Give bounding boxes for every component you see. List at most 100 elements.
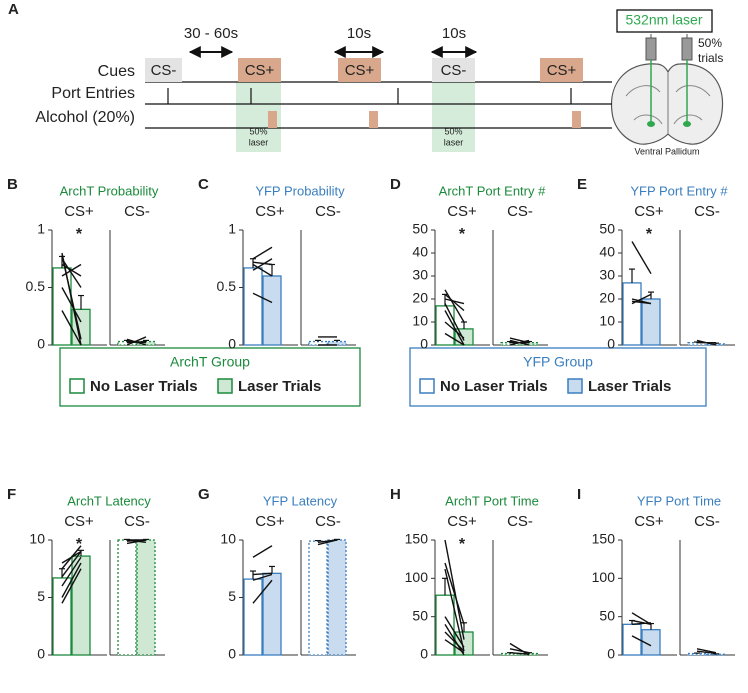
interval-label: 10s [347,25,371,42]
cue-box [238,58,281,82]
y-tick-label: 100 [592,569,616,585]
cue-label: CS+ [345,62,375,79]
subject-line [252,263,273,277]
category-label: CS+ [634,203,664,220]
bar [52,267,72,346]
subject-line [444,616,465,648]
subject-line [444,568,465,652]
subject-line [61,263,82,277]
region-label: Ventral Pallidum [634,146,699,156]
subject-line [252,579,273,604]
category-label: CS- [507,513,533,530]
category-label: CS- [315,203,341,220]
trials-note: 50% [698,36,722,50]
subject-line [509,642,530,656]
subject-line [61,545,82,570]
chart-title: ArchT Latency [67,493,151,508]
subject-line [252,545,273,558]
cue-box [145,58,182,82]
subject-line [444,310,465,346]
row-label: Cues [98,63,135,80]
panel-letter: G [198,486,210,503]
interval-label: 10s [442,25,466,42]
subject-line [126,336,147,346]
y-tick-label: 0 [420,646,428,662]
y-tick-label: 40 [599,244,615,260]
subject-line [444,321,465,339]
y-tick-label: 20 [599,290,615,306]
y-tick-label: 50 [599,607,615,623]
panel-letter: D [390,176,401,193]
subject-line [126,340,147,344]
subject-line [61,562,82,598]
category-label: CS+ [634,513,664,530]
y-tick-label: 0 [420,336,428,352]
y-tick-label: 0 [607,336,615,352]
legend-swatch [217,378,233,394]
y-tick-label: 50 [412,221,428,237]
laser-note: 50% [249,126,267,136]
panel-letter: H [390,486,401,503]
y-tick-label: 0 [37,646,45,662]
subject-line [61,556,82,587]
row-label: Alcohol (20%) [35,109,135,126]
legend-box [409,347,707,407]
y-tick-label: 150 [592,531,616,547]
significance: * [459,226,466,243]
alcohol-delivery [268,111,277,128]
alcohol-delivery [369,111,378,128]
panel-letter: C [198,176,209,193]
subject-line [696,650,717,655]
subject-line [444,631,465,652]
category-label: CS+ [64,203,94,220]
laser-shading [432,82,475,152]
chart-title: YFP Probability [255,183,345,198]
y-tick-label: 100 [405,569,429,585]
category-label: CS+ [447,203,477,220]
y-tick-label: 0.5 [217,278,237,294]
category-label: CS+ [64,513,94,530]
y-tick-label: 10 [29,531,45,547]
subject-line [61,551,82,578]
y-tick-label: 30 [412,267,428,283]
legend-entry: Laser Trials [588,378,671,395]
bar [622,282,642,346]
chart-title: YFP Port Time [637,493,721,508]
bar [136,539,156,656]
panel-letter: A [8,1,19,18]
bar [687,652,707,656]
category-label: CS+ [255,203,285,220]
panel-letter: F [7,486,16,503]
legend-entry: No Laser Trials [90,378,198,395]
y-tick-label: 50 [599,221,615,237]
subject-line [61,258,82,288]
bar [454,328,474,346]
bar [327,539,347,656]
legend-entry: No Laser Trials [440,378,548,395]
cue-box [432,58,475,82]
cue-box [338,58,381,82]
legend-box [59,347,361,407]
bar [262,572,282,656]
y-tick-label: 20 [412,290,428,306]
y-tick-label: 5 [228,588,236,604]
y-tick-label: 30 [599,267,615,283]
trials-note: trials [698,51,723,65]
legend-title: ArchT Group [170,354,250,370]
subject-line [444,562,465,625]
bar [117,539,137,656]
significance: * [76,226,83,243]
subject-line [252,572,273,576]
subject-line [444,303,465,341]
y-tick-label: 5 [37,588,45,604]
bar [71,555,91,656]
category-label: CS- [315,513,341,530]
panel-letter: E [577,176,587,193]
subject-line [317,539,338,543]
chart-title: ArchT Port Time [445,493,539,508]
subject-line [509,652,530,655]
subject-line [509,648,530,654]
subject-line [61,255,82,340]
y-tick-label: 150 [405,531,429,547]
cue-label: CS+ [547,62,577,79]
